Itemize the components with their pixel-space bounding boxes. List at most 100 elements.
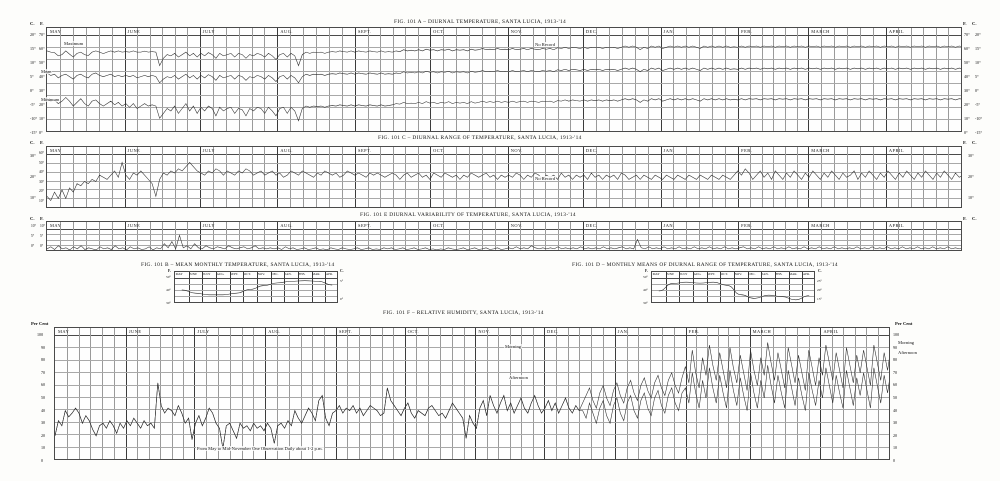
fig-f-percent-tick: 40 — [41, 407, 46, 413]
fig-a-celsius-tick: 20° — [30, 32, 36, 37]
fig-a-axis-header-right-c: C. — [972, 21, 977, 26]
month-label: OCT. — [407, 328, 420, 334]
fig-f-percent-tick-right: 30 — [893, 420, 898, 426]
fig-f-percent-tick-right: 60 — [893, 382, 898, 388]
fig-d-title: FIG. 101 D – MONTHLY MEANS OF DIURNAL RA… — [572, 262, 838, 268]
month-label: JULY — [202, 147, 216, 153]
fig-c-celsius-tick: 20° — [30, 174, 36, 179]
fig-f-percent-tick-right: 40 — [893, 407, 898, 413]
month-label: MAR. — [789, 272, 798, 277]
month-label: MARCH — [811, 222, 830, 228]
axis-tick-label: 50° — [643, 275, 648, 279]
fig-c-month-band — [47, 147, 961, 155]
fig-f-percent-tick-right: 10 — [893, 445, 898, 451]
month-label: MAY — [175, 272, 183, 277]
fig-e-fahrenheit-tick: 5° — [40, 234, 44, 238]
month-label: AUG. — [693, 272, 702, 277]
fig-a-fahrenheit-tick-right: 50° — [964, 60, 970, 65]
fig-f-axis-header-left: Per Cent — [31, 321, 49, 326]
fig-a-celsius-tick-right: 20° — [975, 32, 981, 37]
fig-f-percent-tick-right: 0 — [893, 458, 896, 463]
fig-c-celsius-tick: 10° — [30, 195, 36, 200]
fig-a-label-maximum: Maximum — [63, 41, 85, 46]
axis-tick-label: 40° — [166, 288, 171, 292]
fig-a-fahrenheit-tick: 50° — [39, 60, 45, 65]
month-label: APRIL — [888, 28, 905, 34]
month-label: DEC. — [748, 272, 756, 277]
month-label: MAY — [50, 222, 62, 228]
month-label: JULY — [197, 328, 210, 334]
fig-a-fahrenheit-tick: 0° — [39, 130, 43, 135]
fig-c-fahrenheit-tick: 10° — [39, 199, 45, 203]
fig-a-celsius-tick-right: -15° — [975, 130, 983, 135]
month-label: JAN. — [663, 222, 675, 228]
month-label: MAY — [652, 272, 660, 277]
axis-tick-label: 15° — [817, 297, 822, 301]
axis-tick-label: 50° — [166, 275, 171, 279]
fig-f-legend-afternoon: Afternoon — [897, 350, 918, 355]
fig-c-fahrenheit-tick: 60° — [39, 151, 45, 155]
series-path — [181, 280, 333, 296]
month-label: MARCH — [811, 28, 830, 34]
series-path — [47, 97, 961, 122]
month-label: DEC. — [585, 222, 598, 228]
fig-e-celsius-tick: 5° — [31, 234, 35, 238]
fig-a-axis-header-left-f: F. — [40, 21, 44, 26]
fig-f-percent-tick: 60 — [41, 382, 46, 388]
series-path — [55, 365, 889, 449]
fig-c-axis-header-left-c: C. — [30, 140, 35, 145]
month-label: JAN. — [663, 28, 675, 34]
axis-tick-label: 30° — [166, 301, 171, 305]
fig-a-axis-header-left-c: C. — [30, 21, 35, 26]
month-label: DEC. — [585, 28, 598, 34]
month-label: FEB. — [741, 147, 753, 153]
month-label: AUG. — [280, 147, 293, 153]
fig-c-celsius-tick: 30° — [30, 153, 36, 158]
month-label: SEPT. — [707, 272, 716, 277]
fig-a-no-record-note: No Record — [534, 42, 557, 47]
fig-a-celsius-tick: -15° — [30, 130, 38, 135]
month-label: JULY — [202, 28, 216, 34]
fig-e-axis-header-left-c: C. — [30, 216, 35, 221]
fig-a-label-minimum: Minimum — [40, 97, 61, 102]
month-label: FEB. — [688, 328, 700, 334]
month-label: NOV. — [734, 272, 742, 277]
fig-b-month-band — [175, 272, 337, 279]
month-label: SEPT. — [339, 328, 353, 334]
month-label: MAY — [58, 328, 70, 334]
fig-f-percent-tick: 70 — [41, 369, 46, 375]
fig-a-celsius-tick-right: 15° — [975, 46, 981, 51]
fig-e-axis-header-right-f: F. — [963, 216, 967, 221]
fig-a-celsius-tick: 10° — [30, 60, 36, 65]
fig-a-celsius-tick: -5° — [30, 102, 36, 107]
fig-f-percent-tick: 50 — [41, 395, 46, 400]
fig-c-celsius-tick-right: 30° — [968, 153, 974, 158]
fig-f-percent-tick: 0 — [41, 458, 44, 463]
month-label: AUG. — [280, 222, 293, 228]
month-label: NOV. — [510, 28, 523, 34]
fig-a-celsius-tick-right: -5° — [975, 102, 981, 107]
fig-e-fahrenheit-tick: 0° — [40, 244, 44, 248]
fig-a-celsius-tick: 0° — [30, 88, 34, 93]
fig-c-axis-header-right-f: F. — [963, 140, 967, 145]
axis-tick-label: 0° — [340, 297, 344, 301]
fig-f-percent-tick: 80 — [41, 357, 46, 363]
fig-e-title: FIG. 101 E DIURNAL VARIABILITY OF TEMPER… — [360, 212, 576, 218]
axis-tick-label: 25° — [817, 279, 822, 283]
fig-a-fahrenheit-tick-right: 60° — [964, 46, 970, 51]
fig-a-fahrenheit-tick-right: 0° — [964, 130, 968, 135]
fig-a-celsius-tick: 15° — [30, 46, 36, 51]
month-label: FEB. — [298, 272, 306, 277]
fig-d-axis-header-left: F. — [645, 269, 648, 273]
fig-f-axis-header-right: Per Cent — [895, 321, 913, 326]
month-label: JUNE — [127, 222, 141, 228]
fig-f-month-band — [55, 328, 889, 336]
fig-f-label-morning: Morning — [504, 344, 523, 349]
month-label: APRIL — [823, 328, 839, 334]
fig-d-plot: MAY JUNE JULY AUG. SEPT. OCT. NOV. DEC. JAN. FEB.… — [651, 271, 815, 303]
fig-c-title: FIG. 101 C – DIURNAL RANGE OF TEMPERATUR… — [378, 135, 582, 141]
month-label: OCT. — [433, 147, 445, 153]
fig-f-title: FIG. 101 F – RELATIVE HUMIDITY, SANTA LU… — [383, 310, 544, 316]
fig-b-axis-header-right: C. — [340, 269, 344, 273]
